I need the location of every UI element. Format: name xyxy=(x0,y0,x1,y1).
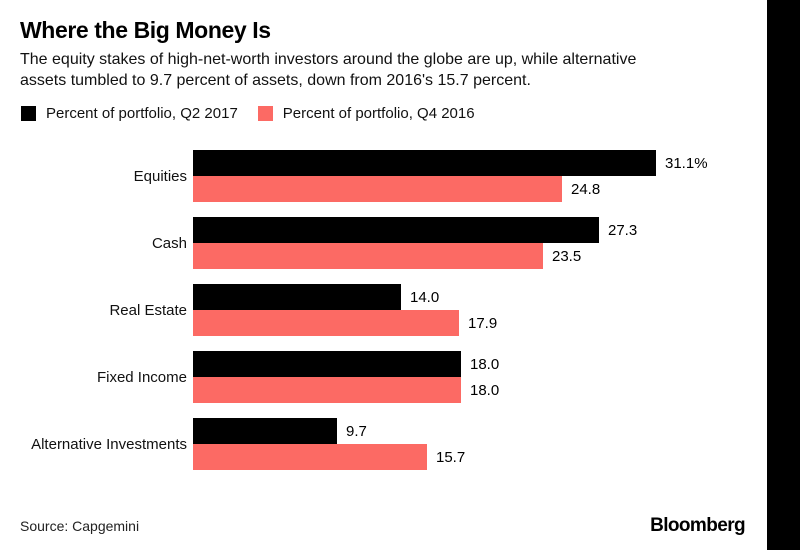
bars-cell: 31.1% 24.8 xyxy=(193,150,760,202)
bar-line: 31.1% xyxy=(193,150,760,176)
bar-q4-2016 xyxy=(193,243,543,269)
bar-q4-2016 xyxy=(193,377,461,403)
bars-cell: 9.7 15.7 xyxy=(193,418,760,470)
bar-q2-2017 xyxy=(193,284,401,310)
chart-subtitle: The equity stakes of high-net-worth inve… xyxy=(20,49,732,91)
chart-row: Real Estate 14.0 17.9 xyxy=(20,284,760,336)
legend-swatch-icon xyxy=(21,106,36,121)
bar-line: 17.9 xyxy=(193,310,760,336)
chart-row: Equities 31.1% 24.8 xyxy=(20,150,760,202)
bars-cell: 18.0 18.0 xyxy=(193,351,760,403)
value-label: 27.3 xyxy=(608,221,638,239)
category-label: Cash xyxy=(151,234,187,252)
bar-line: 18.0 xyxy=(193,351,760,377)
category-label: Real Estate xyxy=(109,301,187,319)
category-label: Alternative Investments xyxy=(31,435,187,453)
legend-swatch-icon xyxy=(257,106,273,121)
right-black-band xyxy=(767,0,800,550)
bar-q2-2017 xyxy=(193,418,337,444)
legend-item-q4-2016: Percent of portfolio, Q4 2016 xyxy=(257,105,475,122)
value-label: 31.1% xyxy=(665,154,708,172)
bar-q4-2016 xyxy=(193,444,427,470)
value-label: 18.0 xyxy=(470,381,500,399)
value-label: 14.0 xyxy=(410,288,440,306)
category-label: Fixed Income xyxy=(96,368,187,386)
chart-legend: Percent of portfolio, Q2 2017 Percent of … xyxy=(21,105,475,122)
legend-item-q2-2017: Percent of portfolio, Q2 2017 xyxy=(21,105,238,122)
value-label: 23.5 xyxy=(552,247,582,265)
bar-line: 27.3 xyxy=(193,217,760,243)
chart-row: Alternative Investments 9.7 15.7 xyxy=(20,418,760,470)
bar-line: 15.7 xyxy=(193,444,760,470)
chart-row: Cash 27.3 23.5 xyxy=(20,217,760,269)
bars-cell: 14.0 17.9 xyxy=(193,284,760,336)
bloomberg-logo: Bloomberg xyxy=(650,515,745,536)
source-attribution: Source: Capgemini xyxy=(20,518,140,534)
bar-q2-2017 xyxy=(193,351,461,377)
value-label: 24.8 xyxy=(571,180,601,198)
chart-subtitle-line-2: assets tumbled to 9.7 percent of assets,… xyxy=(20,72,531,89)
bar-line: 9.7 xyxy=(193,418,760,444)
bar-line: 23.5 xyxy=(193,243,760,269)
bar-line: 18.0 xyxy=(193,377,760,403)
bar-q2-2017 xyxy=(193,150,656,176)
legend-label: Percent of portfolio, Q2 2017 xyxy=(46,105,238,122)
category-label: Equities xyxy=(133,167,187,185)
bar-q4-2016 xyxy=(193,310,459,336)
value-label: 17.9 xyxy=(468,314,498,332)
bar-chart-plot: Equities 31.1% 24.8 Cash 27.3 23.5 Real Estate… xyxy=(20,150,760,470)
bars-cell: 27.3 23.5 xyxy=(193,217,760,269)
legend-label: Percent of portfolio, Q4 2016 xyxy=(282,105,475,122)
value-label: 9.7 xyxy=(346,422,367,440)
bar-line: 24.8 xyxy=(193,176,760,202)
value-label: 15.7 xyxy=(436,448,466,466)
chart-row: Fixed Income 18.0 18.0 xyxy=(20,351,760,403)
bar-q4-2016 xyxy=(193,176,562,202)
bar-line: 14.0 xyxy=(193,284,760,310)
chart-subtitle-line-1: The equity stakes of high-net-worth inve… xyxy=(20,51,637,68)
chart-title: Where the Big Money Is xyxy=(20,17,271,43)
value-label: 18.0 xyxy=(470,355,500,373)
bar-q2-2017 xyxy=(193,217,599,243)
